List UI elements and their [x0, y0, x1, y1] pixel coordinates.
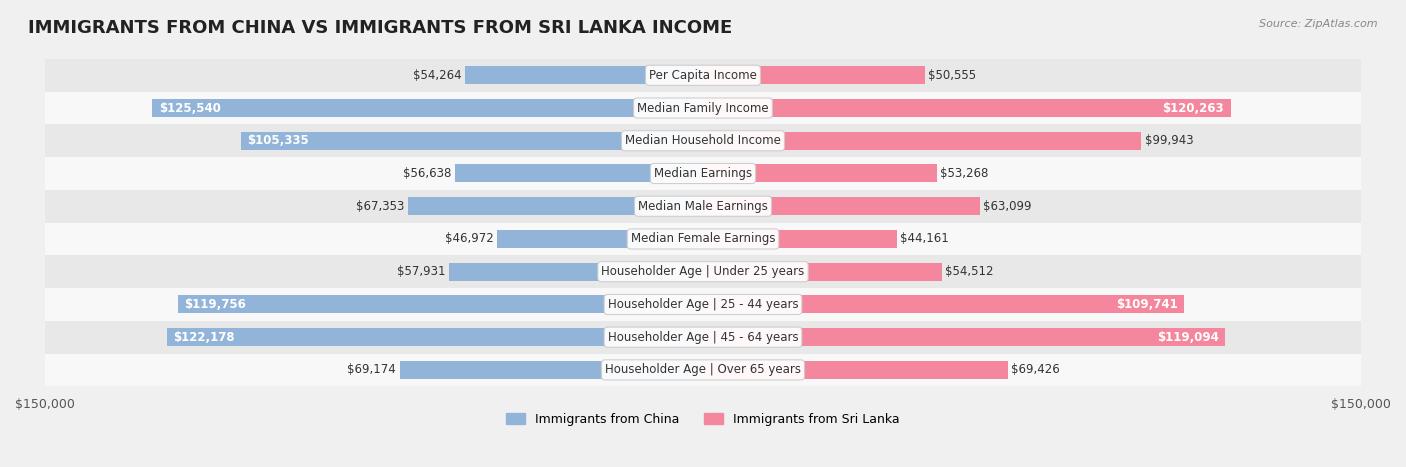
Bar	[703, 66, 925, 84]
Bar	[454, 164, 703, 183]
Text: Median Male Earnings: Median Male Earnings	[638, 200, 768, 213]
Bar	[703, 197, 980, 215]
Bar	[703, 230, 897, 248]
Bar	[45, 157, 1361, 190]
Text: Median Female Earnings: Median Female Earnings	[631, 233, 775, 246]
Bar	[177, 296, 703, 313]
Bar	[465, 66, 703, 84]
Bar	[399, 361, 703, 379]
Text: $105,335: $105,335	[247, 134, 309, 147]
Text: $99,943: $99,943	[1144, 134, 1194, 147]
Text: Median Household Income: Median Household Income	[626, 134, 780, 147]
Bar	[703, 132, 1142, 150]
Bar	[45, 190, 1361, 223]
Bar	[45, 223, 1361, 255]
Text: $109,741: $109,741	[1116, 298, 1178, 311]
Bar	[703, 328, 1226, 346]
Text: $119,094: $119,094	[1157, 331, 1219, 344]
Text: Householder Age | Under 25 years: Householder Age | Under 25 years	[602, 265, 804, 278]
Bar	[408, 197, 703, 215]
Bar	[703, 263, 942, 281]
Text: $122,178: $122,178	[173, 331, 235, 344]
Text: Median Family Income: Median Family Income	[637, 101, 769, 114]
Text: $44,161: $44,161	[900, 233, 949, 246]
Bar	[45, 354, 1361, 386]
Text: IMMIGRANTS FROM CHINA VS IMMIGRANTS FROM SRI LANKA INCOME: IMMIGRANTS FROM CHINA VS IMMIGRANTS FROM…	[28, 19, 733, 37]
Bar	[45, 92, 1361, 124]
Text: $54,264: $54,264	[413, 69, 461, 82]
Bar	[167, 328, 703, 346]
Text: Per Capita Income: Per Capita Income	[650, 69, 756, 82]
Text: $120,263: $120,263	[1163, 101, 1225, 114]
Bar	[240, 132, 703, 150]
Legend: Immigrants from China, Immigrants from Sri Lanka: Immigrants from China, Immigrants from S…	[502, 408, 904, 431]
Text: $53,268: $53,268	[941, 167, 988, 180]
Text: $67,353: $67,353	[356, 200, 405, 213]
Text: Householder Age | Over 65 years: Householder Age | Over 65 years	[605, 363, 801, 376]
Bar	[496, 230, 703, 248]
Text: $46,972: $46,972	[444, 233, 494, 246]
Bar	[703, 296, 1184, 313]
Text: Householder Age | 45 - 64 years: Householder Age | 45 - 64 years	[607, 331, 799, 344]
Bar	[152, 99, 703, 117]
Bar	[45, 288, 1361, 321]
Text: Source: ZipAtlas.com: Source: ZipAtlas.com	[1260, 19, 1378, 28]
Bar	[45, 124, 1361, 157]
Text: $56,638: $56,638	[404, 167, 451, 180]
Bar	[449, 263, 703, 281]
Bar	[703, 164, 936, 183]
Text: $69,174: $69,174	[347, 363, 396, 376]
Bar	[45, 59, 1361, 92]
Text: $50,555: $50,555	[928, 69, 976, 82]
Text: Householder Age | 25 - 44 years: Householder Age | 25 - 44 years	[607, 298, 799, 311]
Text: $57,931: $57,931	[396, 265, 446, 278]
Text: $69,426: $69,426	[1011, 363, 1060, 376]
Bar	[45, 255, 1361, 288]
Text: $63,099: $63,099	[983, 200, 1032, 213]
Text: Median Earnings: Median Earnings	[654, 167, 752, 180]
Text: $125,540: $125,540	[159, 101, 221, 114]
Text: $54,512: $54,512	[945, 265, 994, 278]
Bar	[703, 99, 1230, 117]
Bar	[45, 321, 1361, 354]
Bar	[703, 361, 1008, 379]
Text: $119,756: $119,756	[184, 298, 246, 311]
